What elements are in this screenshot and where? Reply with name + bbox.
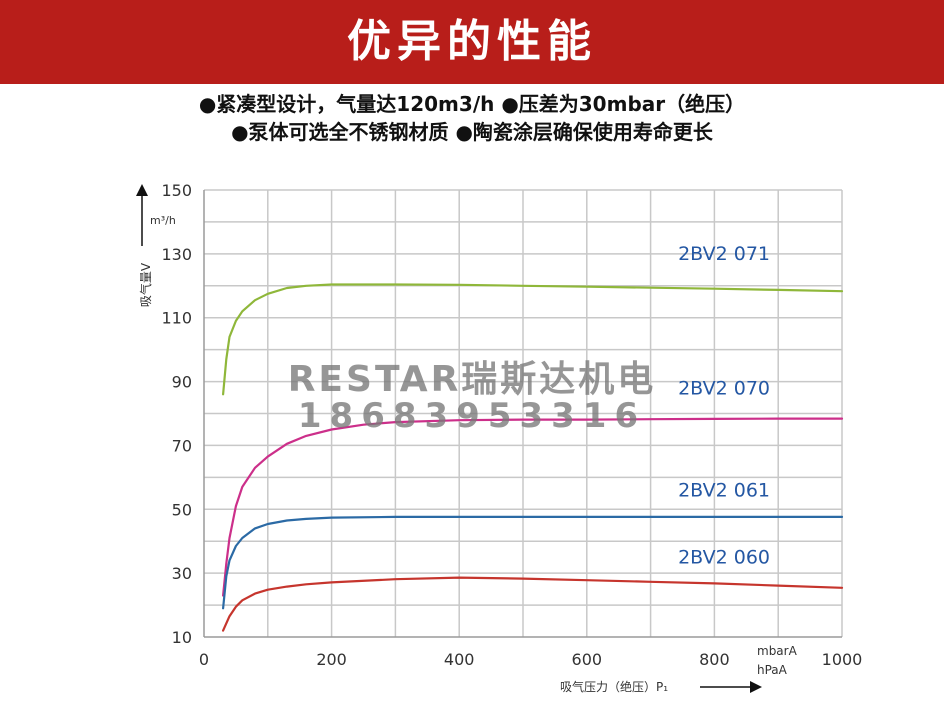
feature-line-2: ●泵体可选全不锈钢材质 ●陶瓷涂层确保使用寿命更长: [231, 120, 713, 144]
watermark-company: RESTAR瑞斯达机电: [287, 359, 657, 400]
x-axis-arrow-head: [750, 681, 762, 693]
feature-list: ●紧凑型设计，气量达120m3/h ●压差为30mbar（绝压） ●泵体可选全不…: [0, 90, 944, 146]
x-tick-label: 1000: [822, 650, 863, 669]
x-tick-label: 800: [699, 650, 730, 669]
title-banner: 优异的性能: [0, 0, 944, 84]
y-tick-label: 150: [161, 181, 192, 200]
x-axis-label: 吸气压力（绝压）P₁: [560, 679, 668, 694]
x-tick-label: 0: [199, 650, 209, 669]
y-tick-label: 10: [172, 628, 192, 647]
y-tick-label: 130: [161, 245, 192, 264]
series-label: 2BV2 071: [678, 243, 770, 265]
series-label: 2BV2 061: [678, 480, 770, 502]
x-tick-label: 200: [316, 650, 347, 669]
page-title: 优异的性能: [347, 16, 597, 67]
y-tick-label: 70: [172, 436, 192, 455]
y-axis-label: 吸气量V: [138, 262, 153, 307]
y-axis-unit: m³/h: [150, 214, 176, 227]
y-axis-arrow-head: [136, 184, 148, 196]
series-line: [222, 283, 844, 396]
x-tick-label: 400: [444, 650, 475, 669]
y-tick-label: 90: [172, 373, 192, 392]
watermark-phone: 18683953316: [297, 396, 647, 436]
series-line: [222, 515, 844, 610]
x-axis-unit-hpa: hPaA: [757, 663, 788, 677]
y-tick-label: 50: [172, 500, 192, 519]
series-line: [222, 417, 844, 597]
y-tick-label: 30: [172, 564, 192, 583]
series-label: 2BV2 060: [678, 547, 770, 569]
x-axis-unit-mbar: mbarA: [757, 644, 798, 658]
series-line: [222, 576, 844, 632]
series-label: 2BV2 070: [678, 377, 770, 399]
feature-line-1: ●紧凑型设计，气量达120m3/h ●压差为30mbar（绝压）: [198, 92, 746, 116]
y-tick-label: 110: [161, 309, 192, 328]
x-tick-label: 600: [572, 650, 603, 669]
